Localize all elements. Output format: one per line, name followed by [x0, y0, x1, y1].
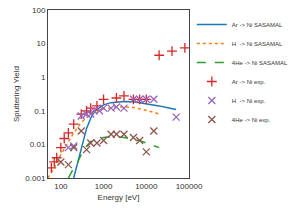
svg-text:Sputtering Yield: Sputtering Yield [12, 66, 21, 122]
svg-text:Ar -> Ni exp.: Ar -> Ni exp. [232, 79, 266, 85]
svg-text:Ar -> Ni SASAMAL: Ar -> Ni SASAMAL [232, 22, 283, 28]
svg-text:H -> Ni SASAMAL: H -> Ni SASAMAL [232, 41, 283, 47]
svg-text:H -> Ni exp.: H -> Ni exp. [232, 98, 266, 104]
svg-text:100000: 100000 [176, 182, 203, 191]
svg-text:10000: 10000 [135, 182, 158, 191]
svg-text:4He -> Ni exp.: 4He -> Ni exp. [232, 117, 271, 123]
svg-text:0.1: 0.1 [34, 107, 46, 116]
svg-text:0.01: 0.01 [30, 140, 46, 149]
svg-text:10: 10 [36, 39, 45, 48]
svg-text:100: 100 [54, 182, 68, 191]
svg-text:1: 1 [41, 73, 46, 82]
svg-text:0.001: 0.001 [25, 174, 46, 183]
svg-text:4He -> Ni SASAMAL: 4He -> Ni SASAMAL [232, 60, 288, 66]
svg-text:100: 100 [32, 6, 46, 15]
svg-text:1000: 1000 [95, 182, 113, 191]
svg-text:Energy [eV]: Energy [eV] [98, 193, 140, 202]
